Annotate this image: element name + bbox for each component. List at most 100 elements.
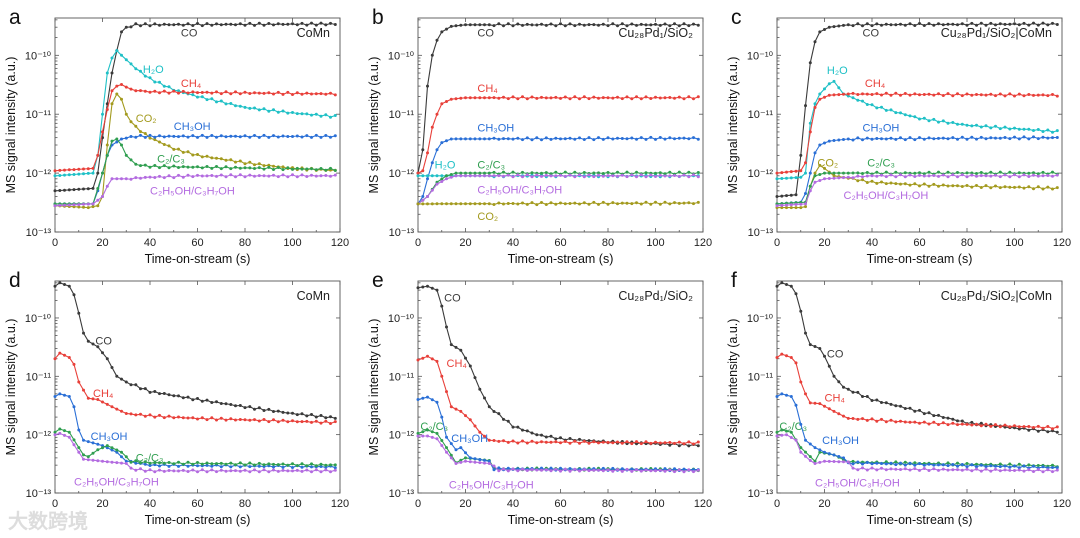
data-point (639, 442, 643, 446)
data-point (970, 124, 974, 128)
x-tick-label: 0 (52, 498, 58, 510)
data-point (894, 170, 898, 174)
data-point (884, 468, 888, 472)
data-point (305, 419, 309, 423)
data-point (516, 441, 520, 445)
data-point (649, 441, 653, 445)
data-point (497, 137, 501, 141)
data-point (1041, 93, 1045, 97)
data-point (445, 27, 448, 31)
data-point (205, 135, 209, 139)
data-point (210, 401, 214, 404)
data-point (1036, 172, 1040, 176)
data-point (91, 451, 95, 455)
data-point (1013, 424, 1016, 428)
data-point (248, 461, 252, 465)
data-point (324, 463, 328, 467)
data-point (775, 195, 779, 198)
data-point (153, 138, 157, 142)
data-point (219, 465, 223, 469)
data-point (677, 468, 681, 472)
data-point (105, 71, 109, 75)
data-point (286, 469, 290, 473)
data-point (635, 442, 638, 446)
series-label: CO (863, 27, 880, 39)
data-point (554, 202, 558, 206)
data-point (234, 418, 237, 422)
data-point (908, 420, 912, 424)
data-point (799, 450, 803, 454)
data-point (1051, 130, 1054, 134)
data-point (224, 22, 228, 26)
data-point (861, 24, 864, 28)
data-point (267, 135, 271, 139)
data-point (67, 435, 71, 439)
data-point (1017, 468, 1021, 472)
data-point (105, 143, 109, 147)
data-point (291, 135, 294, 138)
data-point (903, 113, 907, 117)
data-point (449, 453, 453, 457)
data-point (1008, 127, 1012, 131)
data-point (1036, 429, 1040, 433)
data-point (899, 173, 902, 177)
data-point (281, 165, 285, 169)
data-point (63, 429, 66, 433)
data-point (426, 202, 429, 206)
x-tick-label: 60 (554, 237, 566, 249)
data-point (497, 469, 501, 473)
data-point (530, 468, 534, 472)
data-point (224, 102, 228, 106)
data-point (506, 469, 510, 473)
data-point (1036, 464, 1040, 467)
data-point (511, 175, 515, 179)
data-point (139, 412, 142, 416)
data-point (333, 468, 337, 472)
data-point (129, 177, 133, 181)
data-point (1055, 129, 1059, 133)
data-point (1041, 21, 1045, 25)
data-point (1022, 127, 1026, 131)
data-point (1027, 468, 1031, 472)
data-point (899, 461, 902, 465)
data-point (215, 90, 218, 94)
data-point (559, 436, 562, 440)
data-point (63, 393, 66, 397)
data-point (143, 74, 147, 78)
data-point (932, 420, 936, 424)
x-tick-label: 100 (283, 498, 301, 510)
data-point (823, 459, 826, 463)
data-point (86, 171, 90, 175)
data-point (568, 97, 572, 101)
data-point (1003, 22, 1007, 26)
data-point (516, 425, 520, 429)
data-point (148, 136, 152, 140)
data-point (535, 136, 539, 140)
data-point (861, 138, 864, 142)
data-point (775, 434, 779, 438)
data-point (1032, 93, 1035, 97)
data-point (478, 23, 482, 27)
data-point (620, 137, 624, 140)
data-point (918, 462, 921, 466)
data-point (162, 143, 166, 146)
data-point (597, 171, 600, 175)
data-point (813, 171, 817, 175)
data-point (502, 170, 505, 174)
data-point (167, 23, 171, 27)
data-point (191, 175, 195, 179)
data-point (148, 461, 152, 465)
data-point (162, 84, 166, 88)
data-point (181, 134, 185, 138)
data-point (827, 171, 831, 175)
data-point (267, 165, 271, 169)
data-point (692, 97, 695, 101)
data-point (649, 97, 653, 100)
data-point (635, 468, 638, 472)
data-point (492, 136, 496, 140)
data-point (295, 112, 299, 116)
data-point (1051, 427, 1054, 431)
data-point (139, 164, 142, 168)
data-point (960, 94, 964, 98)
data-point (965, 422, 969, 426)
